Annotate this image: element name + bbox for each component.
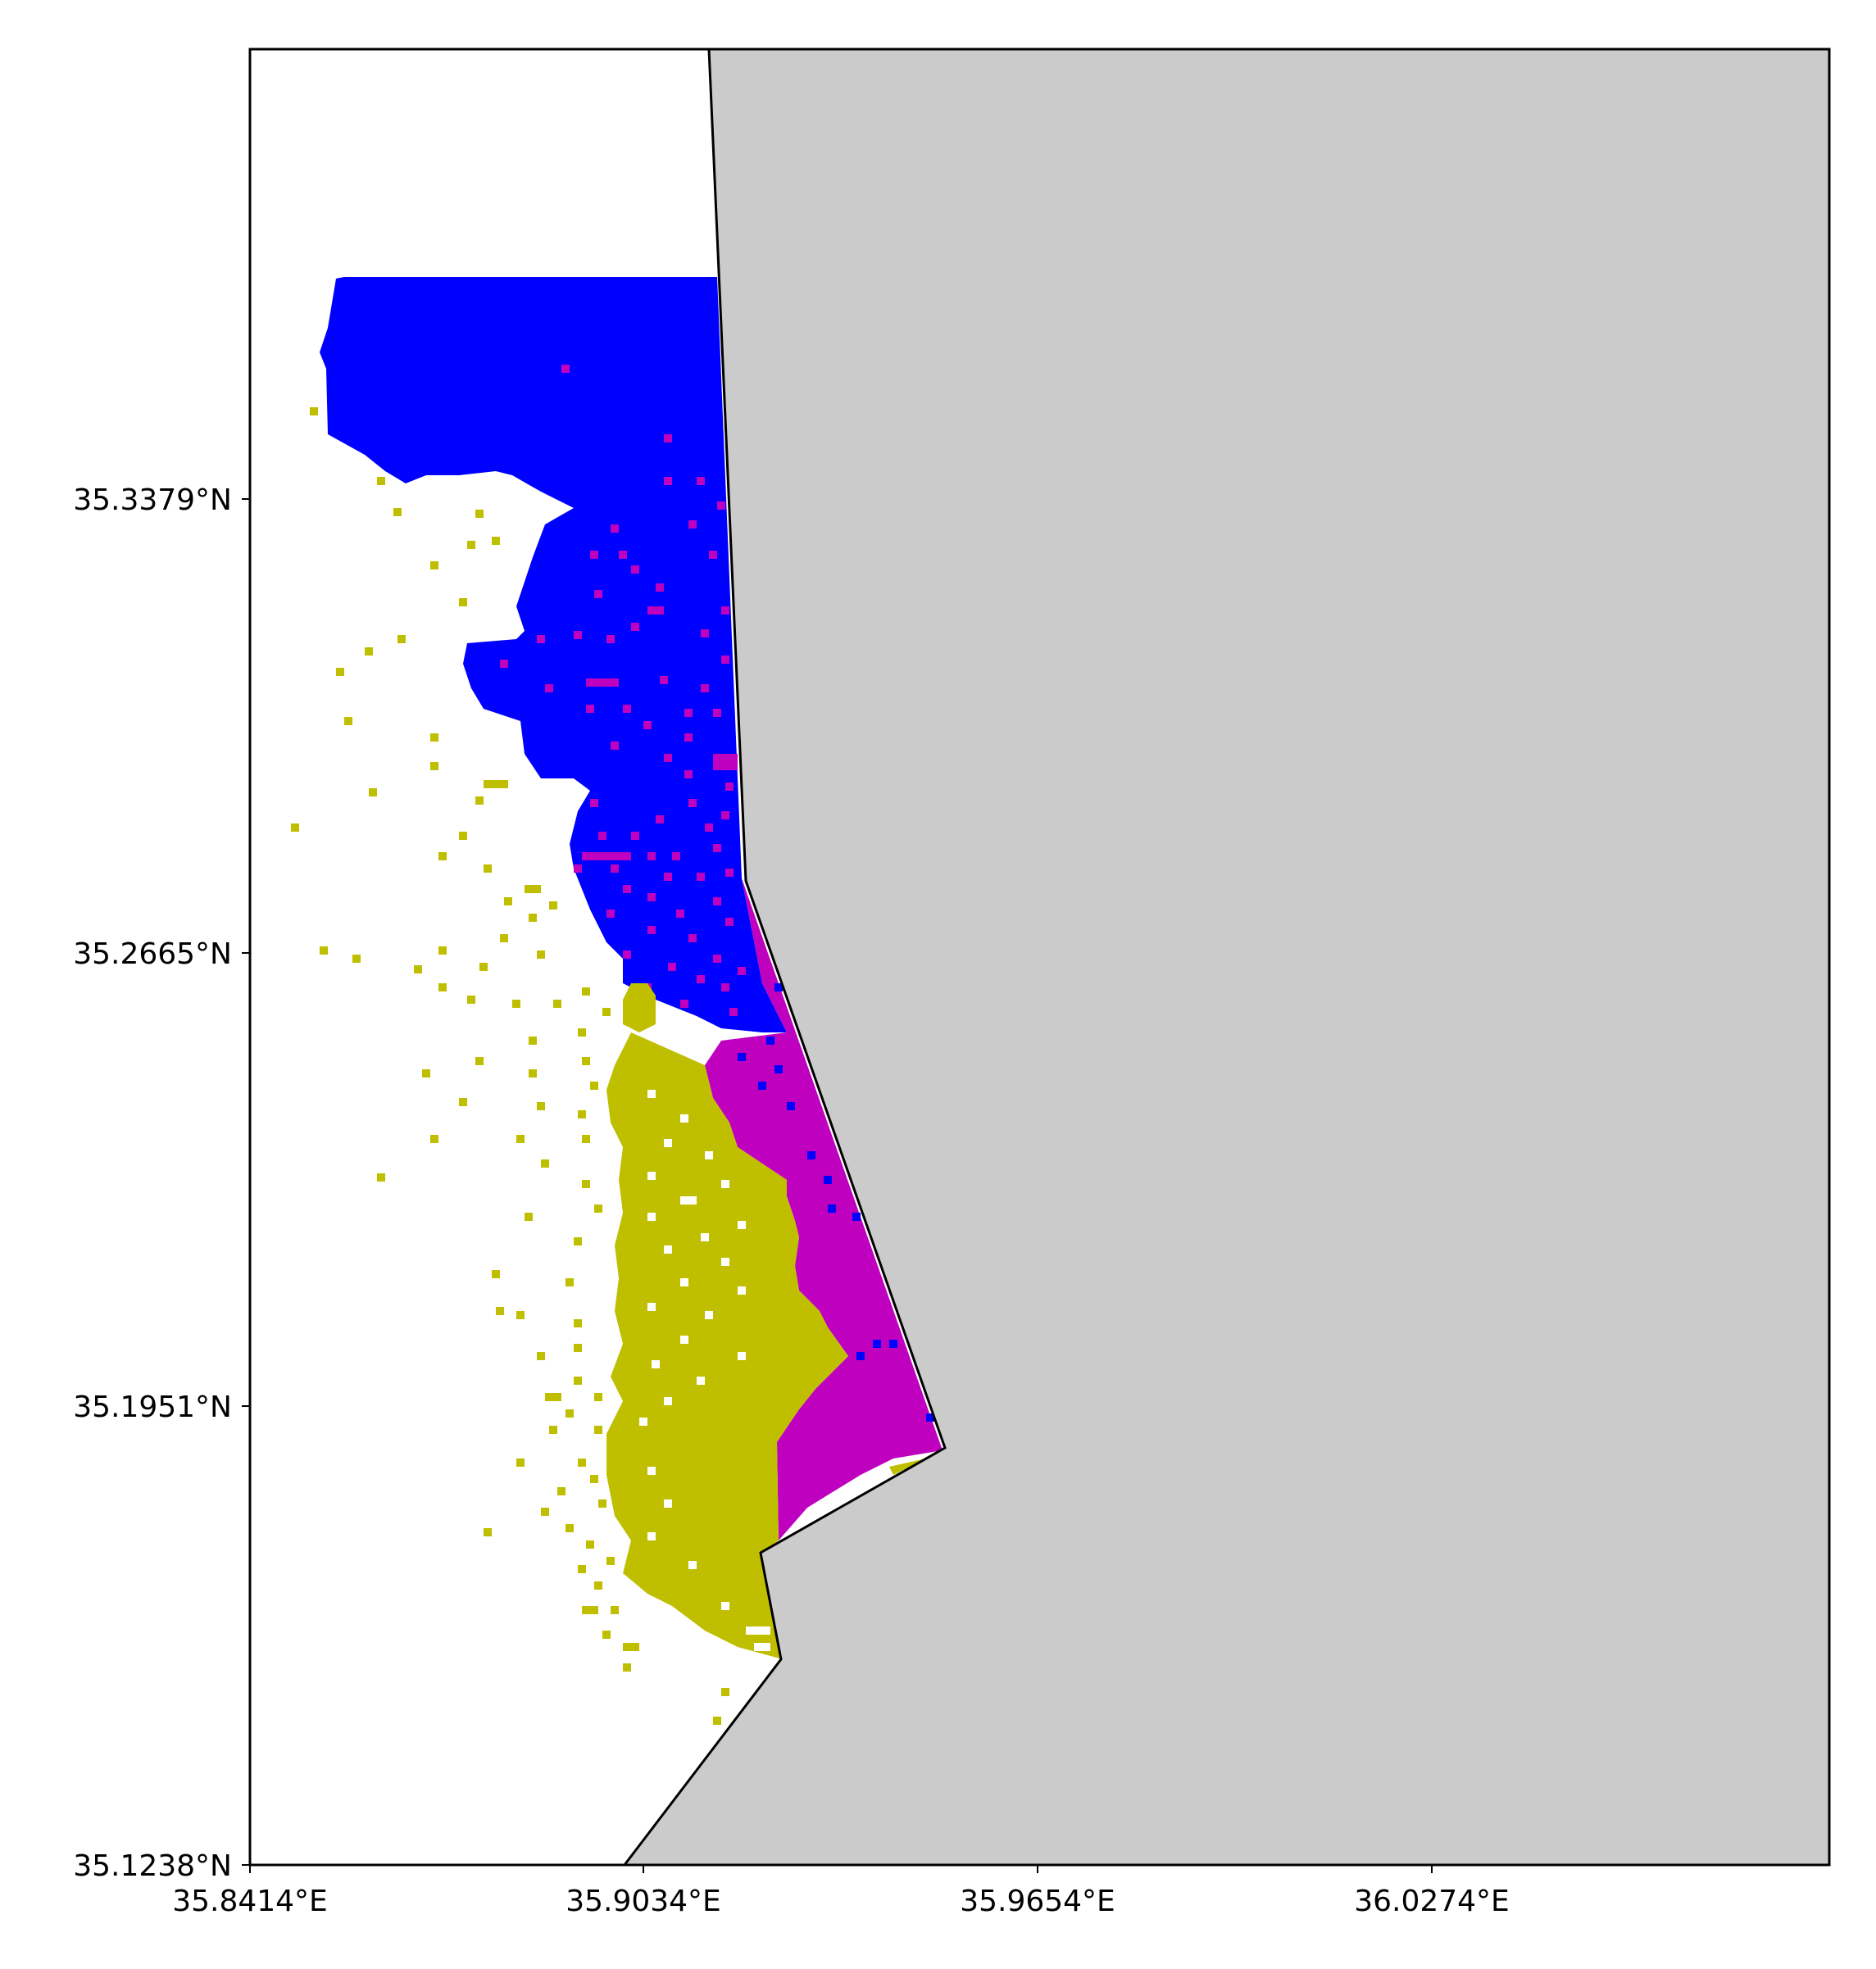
- map-frame: [248, 48, 1831, 1867]
- lat-tick-label: 35.2665°N: [73, 937, 232, 971]
- lon-tick-label: 36.0274°E: [1354, 1885, 1510, 1918]
- lat-tick-label: 35.1238°N: [73, 1849, 232, 1883]
- lat-tick-label: 35.3379°N: [73, 483, 232, 517]
- lat-tick-label: 35.1951°N: [73, 1391, 232, 1424]
- classified-raster: [291, 277, 943, 1725]
- class-blue-region: [320, 277, 787, 1032]
- olive-region-gaps: [639, 1090, 770, 1651]
- lon-tick-label: 35.8414°E: [172, 1885, 328, 1918]
- longitude-axis: 35.8414°E 35.9034°E 35.9654°E 36.0274°E: [172, 1865, 1510, 1918]
- class-blue-speckles: [738, 983, 934, 1422]
- class-magenta-speckles: [500, 365, 746, 1016]
- lon-tick-label: 35.9654°E: [960, 1885, 1115, 1918]
- land-area: [621, 48, 1831, 1867]
- class-olive-region: [606, 983, 926, 1659]
- lon-tick-label: 35.9034°E: [566, 1885, 721, 1918]
- latitude-axis: 35.3379°N 35.2665°N 35.1951°N 35.1238°N: [73, 483, 250, 1883]
- class-olive-speckles: [291, 407, 729, 1725]
- class-magenta-region: [705, 878, 943, 1540]
